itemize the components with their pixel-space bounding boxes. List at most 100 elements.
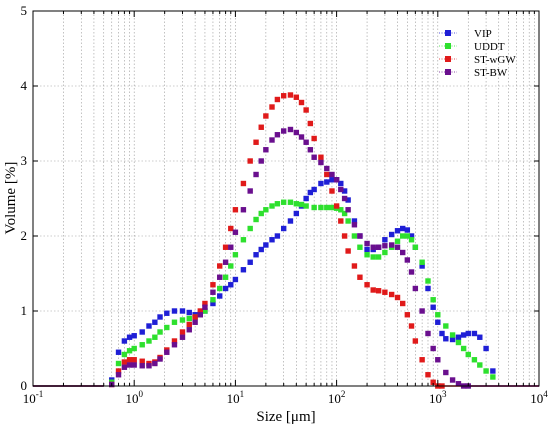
data-point bbox=[186, 309, 192, 316]
data-point bbox=[370, 244, 376, 250]
data-point bbox=[126, 362, 133, 368]
data-point bbox=[263, 147, 269, 153]
data-point bbox=[222, 274, 229, 280]
data-point bbox=[139, 342, 145, 348]
data-point bbox=[258, 124, 264, 130]
data-point bbox=[338, 180, 344, 187]
data-point bbox=[263, 207, 269, 213]
data-point bbox=[345, 197, 351, 203]
data-point bbox=[253, 216, 259, 223]
data-point bbox=[126, 334, 133, 340]
data-point bbox=[232, 252, 239, 258]
data-point bbox=[329, 171, 335, 178]
data-point bbox=[307, 147, 314, 153]
data-point bbox=[186, 315, 192, 322]
data-point bbox=[324, 171, 330, 178]
x-tick-label: 104 bbox=[530, 389, 548, 406]
y-axis-label: Volume [%] bbox=[3, 162, 19, 235]
data-point bbox=[357, 233, 363, 239]
data-point bbox=[490, 374, 496, 380]
data-point bbox=[280, 128, 287, 134]
data-point bbox=[425, 285, 431, 292]
data-point bbox=[121, 351, 128, 358]
data-point bbox=[329, 188, 335, 194]
data-point bbox=[298, 201, 305, 208]
data-point bbox=[375, 244, 382, 250]
data-point bbox=[269, 104, 275, 110]
legend-marker bbox=[445, 56, 451, 62]
data-point bbox=[419, 259, 425, 265]
data-point bbox=[408, 233, 415, 239]
data-point bbox=[324, 179, 330, 185]
x-tick-label: 10-1 bbox=[23, 389, 44, 406]
plot-background bbox=[33, 11, 539, 386]
data-point bbox=[370, 254, 376, 260]
data-point bbox=[228, 263, 234, 269]
data-point bbox=[164, 324, 170, 331]
data-point bbox=[303, 203, 309, 209]
y-tick-label: 1 bbox=[21, 303, 28, 318]
data-point bbox=[232, 229, 239, 235]
data-point bbox=[400, 300, 406, 307]
legend-marker bbox=[445, 43, 451, 49]
data-point bbox=[240, 267, 247, 273]
y-tick-label: 4 bbox=[21, 78, 28, 93]
data-point bbox=[121, 364, 128, 370]
data-point bbox=[232, 276, 239, 283]
data-point bbox=[430, 379, 436, 385]
data-point bbox=[126, 348, 133, 354]
data-point bbox=[341, 195, 348, 202]
data-point bbox=[351, 218, 358, 224]
data-point bbox=[232, 207, 239, 213]
data-point bbox=[269, 203, 275, 209]
data-point bbox=[258, 246, 264, 253]
data-point bbox=[222, 259, 229, 265]
data-point bbox=[449, 336, 456, 343]
data-point bbox=[449, 332, 456, 338]
data-point bbox=[280, 199, 287, 205]
data-point bbox=[477, 334, 483, 340]
data-point bbox=[435, 312, 441, 318]
data-point bbox=[247, 259, 253, 265]
data-point bbox=[364, 252, 370, 258]
legend-marker bbox=[445, 69, 451, 75]
data-point bbox=[404, 312, 411, 318]
data-point bbox=[311, 186, 317, 193]
data-point bbox=[465, 351, 471, 358]
data-point bbox=[210, 297, 216, 303]
data-point bbox=[197, 308, 204, 314]
data-point bbox=[338, 207, 344, 213]
data-point bbox=[307, 189, 314, 196]
data-point bbox=[341, 233, 348, 239]
data-point bbox=[179, 334, 186, 340]
data-point bbox=[311, 154, 317, 160]
data-point bbox=[351, 233, 358, 239]
data-point bbox=[210, 300, 216, 307]
data-point bbox=[152, 319, 158, 325]
data-point bbox=[152, 360, 158, 367]
data-point bbox=[179, 317, 186, 323]
data-point bbox=[131, 357, 137, 363]
data-point bbox=[455, 381, 462, 387]
data-point bbox=[126, 357, 133, 363]
data-point bbox=[298, 134, 305, 140]
data-point bbox=[351, 263, 358, 269]
data-point bbox=[287, 218, 294, 224]
data-point bbox=[287, 126, 294, 133]
y-tick-label: 2 bbox=[21, 228, 28, 243]
data-point bbox=[449, 377, 456, 383]
legend-marker bbox=[445, 30, 451, 36]
data-point bbox=[404, 257, 411, 263]
data-point bbox=[146, 338, 152, 344]
data-point bbox=[247, 158, 253, 164]
data-point bbox=[412, 244, 419, 250]
data-point bbox=[465, 330, 471, 337]
data-point bbox=[274, 201, 281, 207]
data-point bbox=[303, 139, 309, 145]
data-point bbox=[419, 308, 425, 314]
data-point bbox=[443, 369, 449, 376]
data-point bbox=[338, 186, 344, 193]
data-point bbox=[382, 243, 388, 249]
data-point bbox=[240, 237, 247, 243]
data-point bbox=[329, 177, 335, 183]
